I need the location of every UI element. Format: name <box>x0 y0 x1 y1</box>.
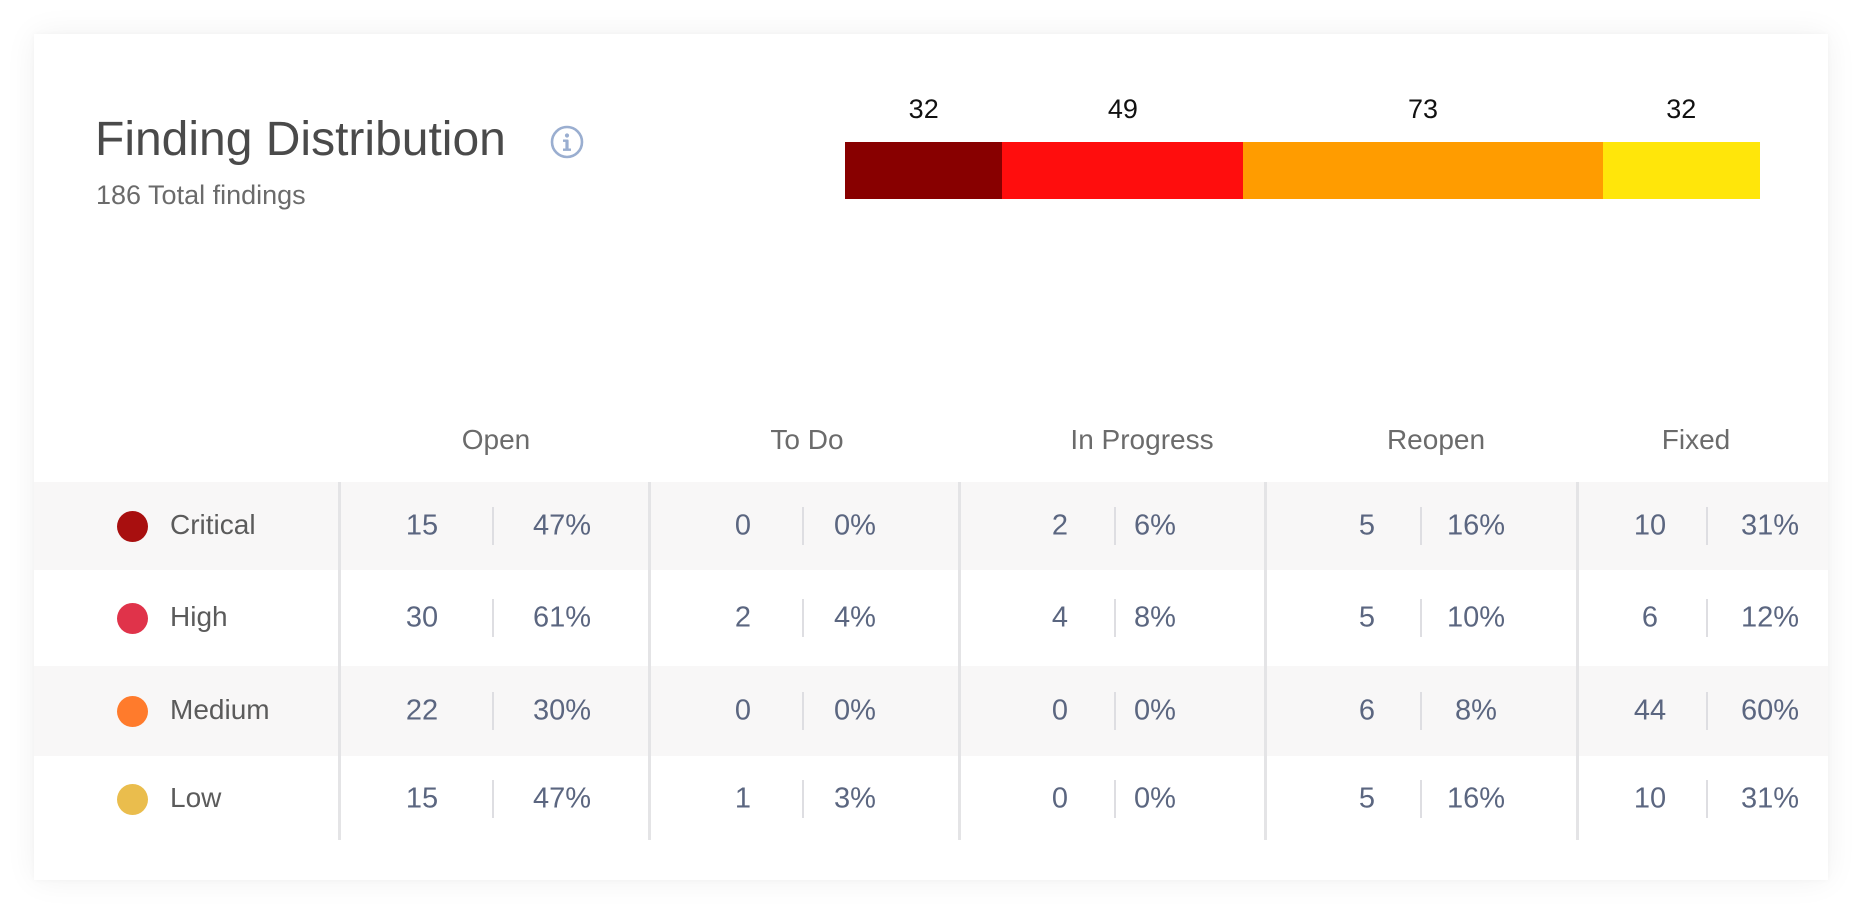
cell-divider <box>1420 692 1422 730</box>
cell-count[interactable]: 5 <box>1358 509 1376 542</box>
cell-divider <box>802 599 804 637</box>
page-title: Finding Distribution <box>95 113 506 166</box>
cell-divider <box>1706 692 1708 730</box>
cell-divider <box>802 692 804 730</box>
table-row <box>34 756 1828 840</box>
severity-label: Critical <box>170 509 256 540</box>
bar-label-high: 49 <box>1107 94 1138 124</box>
cell-percent[interactable]: 6% <box>1134 509 1176 542</box>
severity-label: High <box>170 601 228 632</box>
cell-percent[interactable]: 3% <box>834 782 876 815</box>
cell-percent[interactable]: 0% <box>834 694 876 727</box>
cell-divider <box>1114 692 1116 730</box>
cell-percent[interactable]: 30% <box>532 694 592 727</box>
cell-divider <box>1420 507 1422 545</box>
cell-count[interactable]: 44 <box>1633 694 1667 727</box>
cell-count[interactable]: 6 <box>1641 601 1659 634</box>
cell-count[interactable]: 4 <box>1051 601 1069 634</box>
column-header-to-do: To Do <box>770 424 844 455</box>
cell-count[interactable]: 5 <box>1358 601 1376 634</box>
cell-percent[interactable]: 47% <box>532 782 592 815</box>
column-divider <box>338 482 341 840</box>
cell-divider <box>1706 507 1708 545</box>
cell-divider <box>492 507 494 545</box>
cell-divider <box>1706 599 1708 637</box>
cell-percent[interactable]: 12% <box>1740 601 1800 634</box>
cell-divider <box>1114 599 1116 637</box>
column-divider <box>958 482 961 840</box>
cell-percent[interactable]: 4% <box>834 601 876 634</box>
cell-percent[interactable]: 16% <box>1446 782 1506 815</box>
cell-divider <box>1420 599 1422 637</box>
cell-percent[interactable]: 47% <box>532 509 592 542</box>
cell-count[interactable]: 10 <box>1633 509 1667 542</box>
cell-count[interactable]: 2 <box>734 601 752 634</box>
bar-label-low: 32 <box>1666 94 1697 124</box>
column-header-fixed: Fixed <box>1661 424 1731 455</box>
column-header-in-progress: In Progress <box>1070 424 1214 455</box>
cell-count[interactable]: 2 <box>1051 509 1069 542</box>
cell-count[interactable]: 10 <box>1633 782 1667 815</box>
cell-percent[interactable]: 16% <box>1446 509 1506 542</box>
cell-count[interactable]: 1 <box>734 782 752 815</box>
cell-divider <box>492 599 494 637</box>
cell-count[interactable]: 0 <box>1051 782 1069 815</box>
cell-divider <box>1420 780 1422 818</box>
cell-count[interactable]: 30 <box>405 601 439 634</box>
column-divider <box>648 482 651 840</box>
cell-divider <box>802 780 804 818</box>
cell-divider <box>492 780 494 818</box>
cell-count[interactable]: 22 <box>405 694 439 727</box>
cell-count[interactable]: 0 <box>1051 694 1069 727</box>
cell-count[interactable]: 15 <box>405 509 439 542</box>
severity-label: Low <box>170 782 222 813</box>
column-header-reopen: Reopen <box>1386 424 1486 455</box>
cell-percent[interactable]: 8% <box>1455 694 1497 727</box>
cell-count[interactable]: 6 <box>1358 694 1376 727</box>
cell-count[interactable]: 5 <box>1358 782 1376 815</box>
cell-count[interactable]: 0 <box>734 509 752 542</box>
table-row <box>34 570 1828 666</box>
column-divider <box>1264 482 1267 840</box>
cell-count[interactable]: 15 <box>405 782 439 815</box>
cell-divider <box>492 692 494 730</box>
bar-label-critical: 32 <box>908 94 939 124</box>
cell-count[interactable]: 0 <box>734 694 752 727</box>
column-header-open: Open <box>461 424 531 455</box>
cell-percent[interactable]: 8% <box>1134 601 1176 634</box>
cell-percent[interactable]: 0% <box>1134 782 1176 815</box>
cell-divider <box>1114 780 1116 818</box>
info-icon[interactable] <box>550 125 584 159</box>
severity-label: Medium <box>170 694 270 725</box>
cell-percent[interactable]: 0% <box>834 509 876 542</box>
bar-segment-medium[interactable] <box>1243 142 1603 199</box>
bar-segment-critical[interactable] <box>845 142 1003 199</box>
severity-dot-critical <box>117 511 148 542</box>
cell-percent[interactable]: 60% <box>1740 694 1800 727</box>
total-findings: 186 Total findings <box>96 180 306 210</box>
column-divider <box>1576 482 1579 840</box>
cell-divider <box>802 507 804 545</box>
cell-percent[interactable]: 31% <box>1740 782 1800 815</box>
bar-segment-low[interactable] <box>1602 142 1760 199</box>
severity-dot-high <box>117 603 148 634</box>
cell-divider <box>1706 780 1708 818</box>
severity-dot-low <box>117 784 148 815</box>
cell-percent[interactable]: 31% <box>1740 509 1800 542</box>
severity-dot-medium <box>117 696 148 727</box>
cell-divider <box>1114 507 1116 545</box>
table-row <box>34 482 1828 570</box>
bar-segment-high[interactable] <box>1002 142 1244 199</box>
bar-label-medium: 73 <box>1407 94 1439 124</box>
table-row <box>34 666 1828 756</box>
cell-percent[interactable]: 0% <box>1134 694 1176 727</box>
cell-percent[interactable]: 61% <box>532 601 592 634</box>
cell-percent[interactable]: 10% <box>1446 601 1506 634</box>
